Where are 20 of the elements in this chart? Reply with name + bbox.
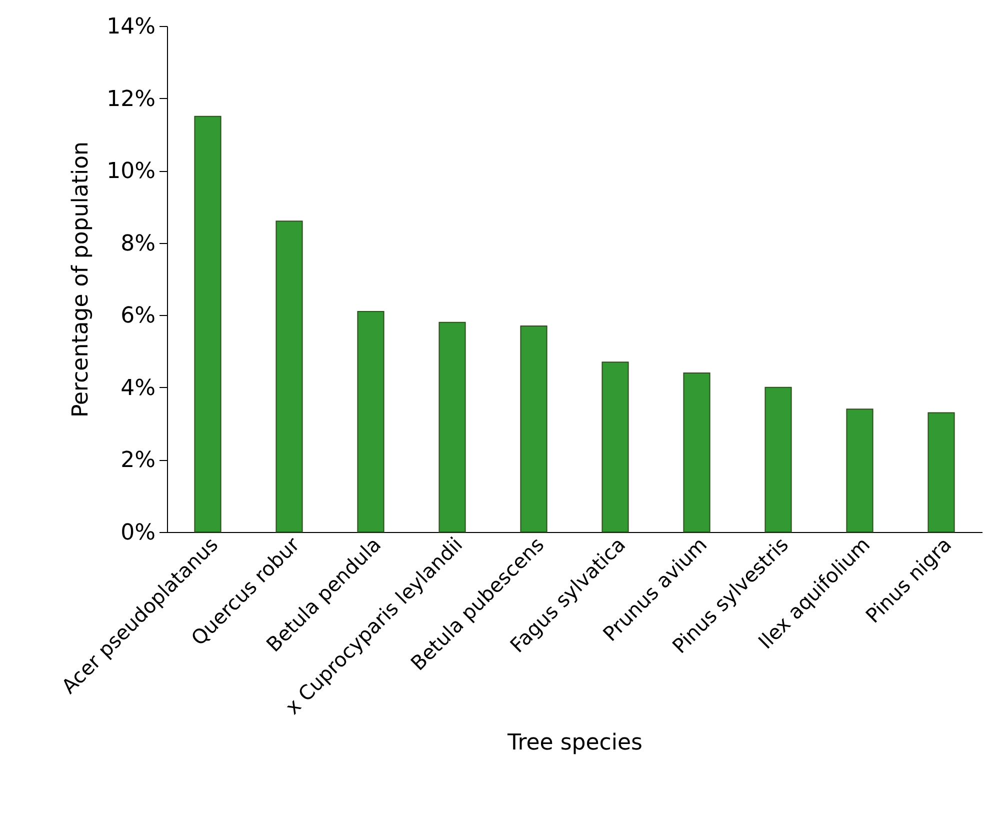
y-tick-label: 8%: [120, 231, 156, 256]
y-tick-label: 12%: [106, 86, 156, 112]
bar: [194, 116, 222, 532]
y-tick-label: 10%: [106, 159, 156, 184]
y-tick-label: 14%: [106, 14, 156, 40]
bar: [520, 325, 548, 532]
bar: [846, 408, 874, 532]
x-axis-title: Tree species: [506, 730, 642, 756]
y-tick-label: 4%: [120, 376, 156, 401]
bar: [276, 220, 303, 532]
y-tick-label: 2%: [120, 448, 156, 474]
y-tick-label: 6%: [120, 304, 156, 329]
bar: [357, 311, 384, 532]
y-axis-title: Percentage of population: [68, 141, 94, 418]
bar: [438, 322, 466, 532]
bar: [928, 412, 955, 532]
bar: [602, 362, 629, 532]
bar: [683, 372, 710, 532]
bar: [764, 386, 792, 532]
y-tick-label: 0%: [120, 520, 156, 546]
